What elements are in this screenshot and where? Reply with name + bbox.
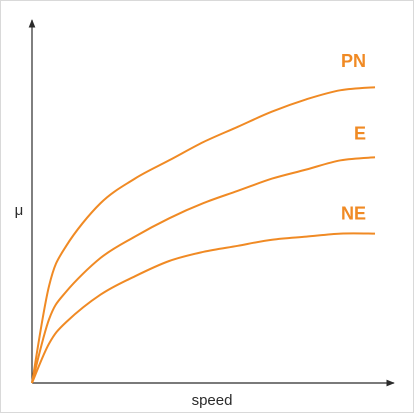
series-line-ne <box>31 232 376 384</box>
series-label-pn: PN <box>341 51 366 71</box>
series-label-ne: NE <box>341 204 366 224</box>
series-label-e: E <box>354 123 366 143</box>
x-axis-label: speed <box>192 392 233 409</box>
y-axis-label: μ <box>15 202 24 219</box>
series-layer: PN E NE <box>31 51 376 384</box>
series-line-pn <box>31 86 376 384</box>
series-line-e <box>31 156 376 384</box>
